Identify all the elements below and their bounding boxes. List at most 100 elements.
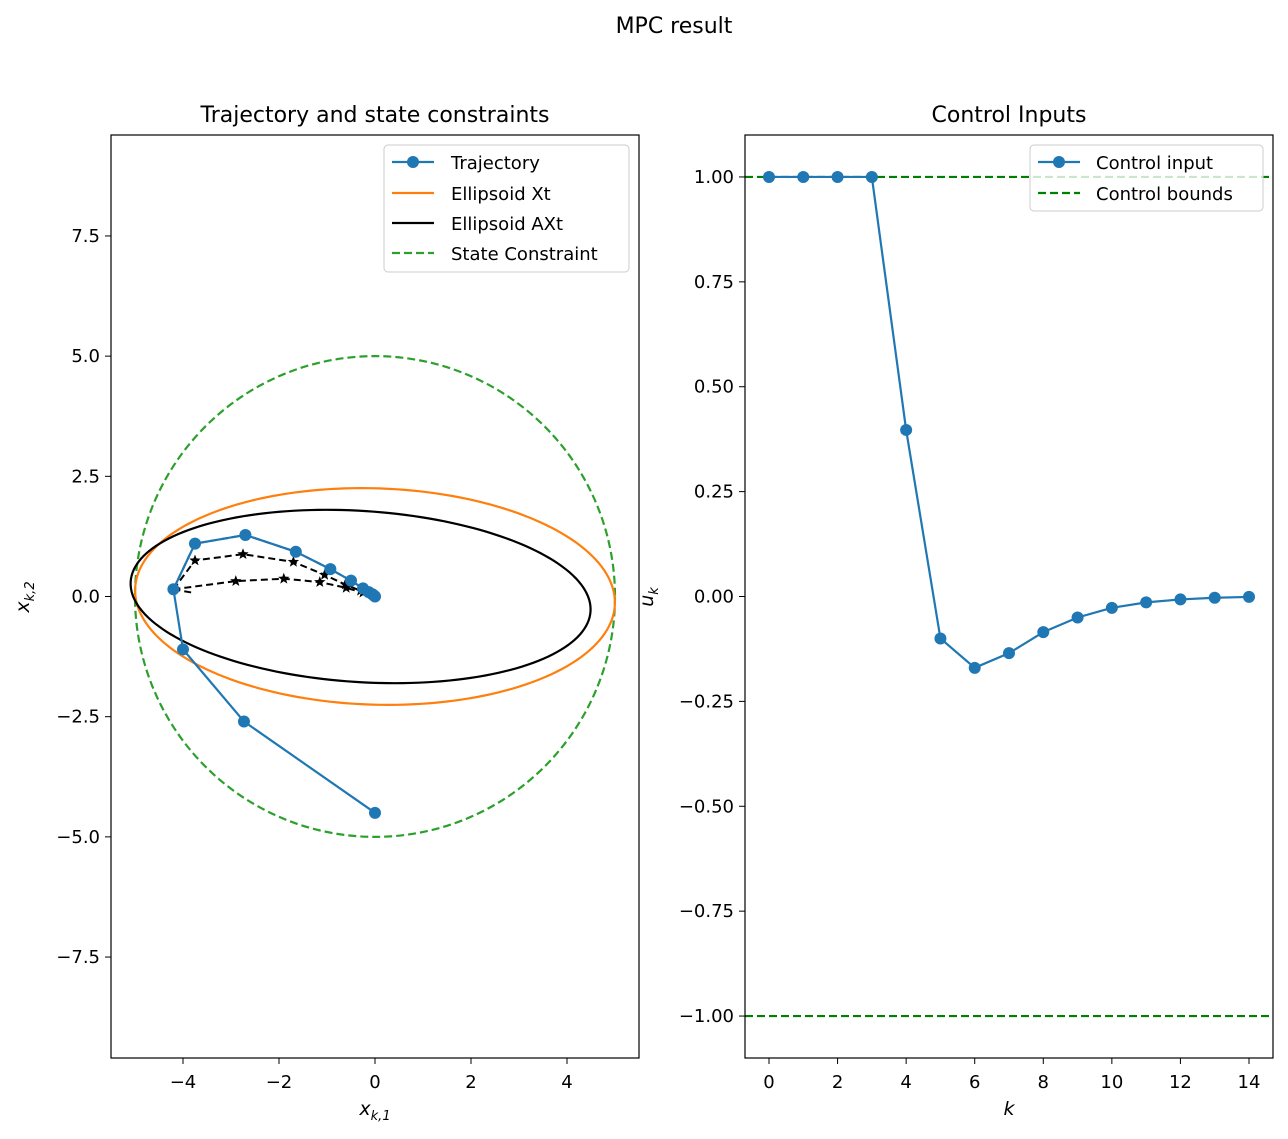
control-input-point	[1071, 611, 1084, 624]
prediction-star-marker	[189, 554, 201, 566]
trajectory-point	[177, 643, 189, 656]
trajectory-xlabel: xk,1	[358, 1098, 390, 1124]
trajectory-ytick-label: −2.5	[56, 707, 100, 728]
legend-entry-control-bounds: Control bounds	[1038, 184, 1233, 205]
trajectory-frame	[110, 134, 640, 1059]
control-ytick-label: 1.00	[694, 167, 734, 188]
control-input-point	[1105, 601, 1118, 614]
trajectory-axes: −4 −2 0 2 4 −7.5 −5.0 −2.5 0.0 2.5 5.0 7.5	[56, 226, 572, 1093]
control-input-point	[968, 661, 981, 674]
control-input-point	[900, 423, 913, 436]
trajectory-point	[369, 590, 381, 603]
control-input-point	[1174, 593, 1187, 606]
control-input-point	[797, 170, 810, 183]
legend-label-state-constraint: State Constraint	[451, 244, 598, 265]
legend-label-control-bounds: Control bounds	[1096, 184, 1233, 205]
control-ytick-label: 0.25	[694, 482, 734, 503]
trajectory-point	[167, 583, 180, 596]
trajectory-ylabel: xk,2	[12, 581, 38, 613]
trajectory-point	[189, 537, 201, 550]
prediction-path	[172, 553, 376, 598]
trajectory-point	[324, 563, 337, 576]
control-ytick-label: 0.75	[694, 272, 734, 293]
trajectory-legend-box	[383, 144, 630, 273]
prediction-star-marker	[339, 578, 351, 590]
trajectory-point	[289, 545, 302, 558]
trajectory-title: Trajectory and state constraints	[200, 103, 550, 128]
control-panel: Control Inputs 0 2 4 6 8 10 12 14 −1.00 −0.75 −0.5…	[636, 103, 1274, 1120]
trajectory-xtick-label: 2	[465, 1072, 476, 1093]
control-xtick-label: 12	[1169, 1072, 1192, 1093]
prediction-star-marker	[278, 572, 290, 584]
control-ylabel: uk	[636, 587, 662, 607]
trajectory-xtick-label: 0	[369, 1072, 380, 1093]
control-ytick-label: −0.75	[679, 901, 734, 922]
control-input-point	[763, 170, 775, 183]
legend-entry-trajectory: Trajectory	[392, 153, 540, 174]
trajectory-point	[369, 806, 381, 819]
control-xlabel: k	[1003, 1098, 1015, 1120]
trajectory-panel: Trajectory and state constraints −4 −2 0 2 4…	[12, 103, 640, 1124]
legend-label-ellipsoid-xt: Ellipsoid Xt	[451, 184, 551, 205]
trajectory-ytick-label: −5.0	[56, 827, 100, 848]
trajectory-ytick-label: 2.5	[71, 466, 100, 487]
control-xtick-label: 4	[900, 1072, 911, 1093]
control-title: Control Inputs	[932, 103, 1087, 128]
legend-label-control-input: Control input	[1096, 153, 1213, 174]
trajectory-point	[237, 715, 250, 728]
figure-suptitle: MPC result	[616, 14, 733, 39]
control-axes: 0 2 4 6 8 10 12 14 −1.00 −0.75 −0.50 −0.25 0.00 0.25 0…	[679, 167, 1261, 1093]
control-xtick-label: 2	[832, 1072, 843, 1093]
legend-entry-ellipsoid-xt: Ellipsoid Xt	[392, 184, 551, 205]
control-input-line	[769, 175, 1250, 670]
ellipsoid-axt	[129, 508, 592, 685]
prediction-star-marker	[314, 576, 326, 587]
legend-entry-state-constraint: State Constraint	[392, 244, 598, 265]
control-input-point	[1243, 590, 1255, 603]
control-input-point	[1003, 647, 1015, 660]
control-xtick-label: 14	[1238, 1072, 1261, 1093]
control-ytick-label: −1.00	[679, 1006, 734, 1027]
control-input-point	[1140, 596, 1153, 609]
trajectory-ytick-label: 5.0	[71, 346, 100, 367]
prediction-star-marker	[287, 555, 300, 567]
prediction-star-marker	[230, 575, 242, 586]
prediction-star-marker	[237, 548, 249, 560]
trajectory-point	[345, 574, 357, 587]
control-xtick-label: 6	[969, 1072, 980, 1093]
legend-label-trajectory: Trajectory	[450, 153, 540, 174]
trajectory-ytick-label: −7.5	[56, 947, 100, 968]
trajectory-xtick-label: −4	[170, 1072, 197, 1093]
control-input-point	[1208, 591, 1221, 604]
control-xtick-label: 10	[1100, 1072, 1123, 1093]
control-input-point	[865, 170, 878, 183]
control-ytick-label: 0.00	[694, 587, 734, 608]
control-input-point	[934, 632, 947, 645]
legend-entry-ellipsoid-axt: Ellipsoid AXt	[392, 214, 563, 235]
trajectory-ytick-label: 0.0	[71, 587, 100, 608]
control-input-point	[1037, 626, 1050, 639]
ellipsoid-xt	[134, 487, 616, 706]
prediction-star-marker	[340, 581, 352, 593]
trajectory-xtick-label: −2	[266, 1072, 293, 1093]
control-plot-area	[745, 170, 1273, 1018]
control-xtick-label: 8	[1038, 1072, 1049, 1093]
control-legend-box	[1029, 144, 1264, 212]
trajectory-legend: Trajectory Ellipsoid Xt Ellipsoid AXt St…	[383, 144, 630, 273]
control-ytick-label: −0.50	[679, 796, 734, 817]
trajectory-line	[172, 533, 376, 814]
trajectory-point	[239, 528, 252, 541]
prediction-star-marker	[318, 568, 331, 580]
control-ytick-label: −0.25	[679, 691, 734, 712]
control-frame	[744, 134, 1274, 1059]
trajectory-ytick-label: 7.5	[71, 226, 100, 247]
control-xtick-label: 0	[763, 1072, 774, 1093]
control-ytick-label: 0.50	[694, 377, 734, 398]
legend-label-ellipsoid-axt: Ellipsoid AXt	[451, 214, 563, 235]
control-input-point	[831, 170, 844, 183]
control-legend: Control input Control bounds	[1029, 144, 1264, 212]
legend-entry-control-input: Control input	[1038, 153, 1213, 174]
trajectory-xtick-label: 4	[561, 1072, 572, 1093]
trajectory-plot-area	[129, 355, 617, 838]
